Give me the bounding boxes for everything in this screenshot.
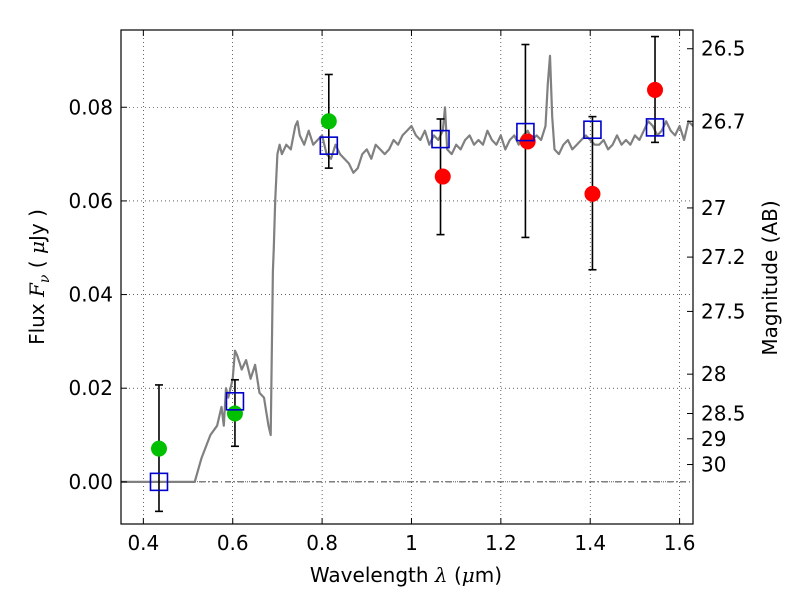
- green-data-point: [320, 113, 337, 130]
- y2-tick-label: 27.2: [701, 245, 746, 269]
- x-axis-label: Wavelength λ (μm): [310, 563, 502, 587]
- x-tick-label: 0.6: [217, 531, 249, 555]
- grid: [121, 30, 693, 524]
- model-spectrum-line: [121, 54, 693, 483]
- green-data-point: [226, 405, 243, 422]
- x-tick-label: 1.2: [485, 531, 517, 555]
- green-data-point: [150, 440, 167, 457]
- y2-tick-label: 28.5: [701, 401, 746, 425]
- x-tick-label: 0.8: [306, 531, 338, 555]
- y-ticks: 0.00 0.02 0.04 0.06 0.08: [68, 95, 127, 494]
- x-ticks: 0.4 0.6 0.8 1 1.2 1.4 1.6: [127, 30, 696, 555]
- y-tick-label: 0.06: [68, 189, 113, 213]
- model-box-point: [645, 118, 665, 137]
- model-box-point: [431, 129, 450, 149]
- y2-tick-label: 27: [701, 196, 726, 220]
- y-tick-label: 0.04: [68, 283, 113, 307]
- errorbar-layer: [154, 35, 660, 513]
- x-tick-label: 1: [405, 531, 418, 555]
- marker-layer: [149, 81, 665, 492]
- y-tick-label: 0.00: [68, 470, 113, 494]
- red-data-point: [584, 185, 601, 202]
- y2-axis-label: Magnitude (AB): [758, 200, 782, 355]
- y2-tick-label: 26.7: [701, 109, 746, 133]
- x-tick-label: 1.6: [664, 531, 696, 555]
- red-data-point: [647, 81, 664, 98]
- red-data-point: [434, 168, 451, 185]
- model-box-point: [516, 122, 535, 142]
- y2-tick-label: 29: [701, 427, 726, 451]
- model-box-point: [225, 392, 245, 411]
- model-box-point: [583, 120, 602, 140]
- model-box-point: [149, 472, 169, 492]
- plot-frame: [120, 29, 694, 525]
- x-tick-label: 0.4: [127, 531, 159, 555]
- x-tick-label: 1.4: [574, 531, 606, 555]
- y2-tick-label: 27.5: [701, 299, 746, 323]
- y-axis-label: Flux Fν ( μJy ): [25, 209, 53, 345]
- y2-tick-label: 30: [701, 453, 726, 477]
- y-tick-label: 0.02: [68, 376, 113, 400]
- y2-tick-label: 28: [701, 362, 726, 386]
- model-spectrum-layer: [121, 54, 693, 483]
- y2-tick-label: 26.5: [701, 37, 746, 61]
- model-box-point: [319, 136, 339, 155]
- y-tick-label: 0.08: [68, 95, 113, 119]
- red-data-point: [519, 133, 536, 150]
